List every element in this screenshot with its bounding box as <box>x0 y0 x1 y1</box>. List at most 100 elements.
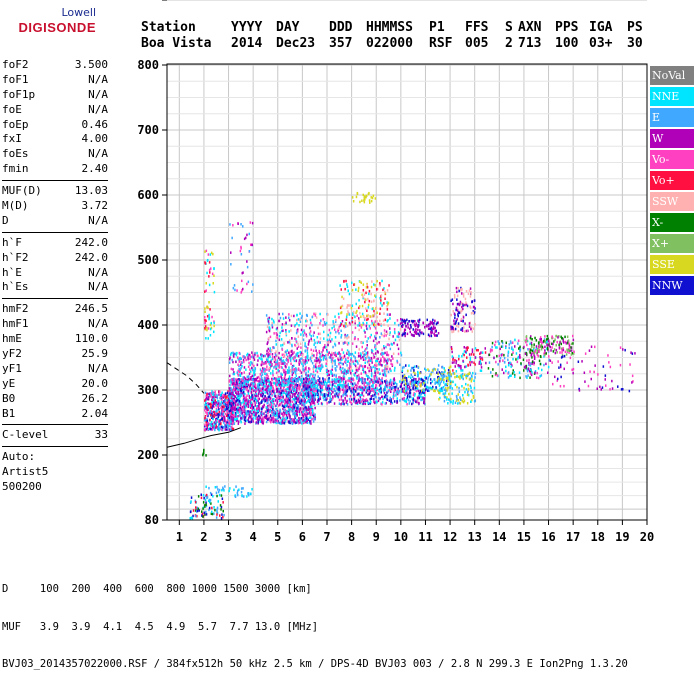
echo-point <box>305 421 307 424</box>
echo-point <box>274 382 276 385</box>
echo-point <box>308 343 310 346</box>
echo-point <box>330 332 332 335</box>
echo-point <box>336 365 338 368</box>
echo-point <box>285 351 287 354</box>
echo-point <box>406 380 408 383</box>
echo-point <box>299 392 301 395</box>
echo-point <box>342 384 344 387</box>
echo-point <box>352 370 354 373</box>
echo-point <box>331 358 333 361</box>
echo-point <box>265 400 267 403</box>
echo-point <box>227 419 229 422</box>
echo-point <box>308 408 310 411</box>
echo-point <box>275 366 277 369</box>
echo-point <box>393 395 395 398</box>
echo-point <box>288 313 290 316</box>
echo-point <box>287 357 289 360</box>
echo-point <box>423 382 425 385</box>
echo-point <box>309 333 311 336</box>
echo-point <box>465 298 467 301</box>
echo-point <box>415 378 417 381</box>
echo-point <box>293 378 295 381</box>
echo-point <box>204 409 206 412</box>
echo-point <box>278 378 280 381</box>
echo-point <box>387 366 389 369</box>
echo-point <box>422 397 424 400</box>
echo-point <box>354 338 356 341</box>
echo-point <box>385 368 387 371</box>
echo-point <box>447 383 449 386</box>
echo-point <box>428 390 430 393</box>
echo-point <box>334 378 336 381</box>
echo-point <box>329 392 331 395</box>
echo-point <box>230 387 232 390</box>
echo-point <box>285 405 287 408</box>
echo-point <box>289 415 291 418</box>
echo-point <box>229 423 231 426</box>
echo-point <box>292 374 294 377</box>
echo-point <box>408 399 410 402</box>
echo-point <box>359 312 361 315</box>
echo-point <box>289 404 291 407</box>
echo-point <box>264 355 266 358</box>
echo-point <box>352 321 354 324</box>
echo-point <box>365 348 367 351</box>
echo-point <box>245 416 247 419</box>
echo-point <box>258 384 260 387</box>
echo-point <box>260 358 262 361</box>
echo-point <box>260 412 262 415</box>
echo-point <box>301 389 303 392</box>
echo-point <box>323 399 325 402</box>
echo-point <box>454 376 456 379</box>
echo-point <box>235 361 237 364</box>
echo-point <box>369 290 371 293</box>
echo-point <box>388 358 390 361</box>
echo-point <box>307 400 309 403</box>
echo-point <box>310 395 312 398</box>
echo-point <box>239 374 241 377</box>
echo-point <box>356 196 358 199</box>
echo-point <box>250 396 252 399</box>
echo-point <box>397 344 399 347</box>
echo-point <box>216 410 218 413</box>
echo-point <box>444 375 446 378</box>
echo-point <box>390 348 392 351</box>
echo-point <box>299 312 301 315</box>
echo-point <box>443 386 445 389</box>
echo-point <box>249 405 251 408</box>
echo-point <box>451 331 453 334</box>
echo-point <box>316 357 318 360</box>
echo-point <box>285 316 287 319</box>
echo-point <box>403 387 405 390</box>
echo-point <box>473 396 475 399</box>
echo-point <box>236 417 238 420</box>
echo-point <box>239 400 241 403</box>
echo-point <box>471 375 473 378</box>
echo-point <box>338 359 340 362</box>
echo-point <box>350 359 352 362</box>
echo-point <box>457 313 459 316</box>
echo-point <box>343 280 345 283</box>
echo-point <box>324 393 326 396</box>
echo-point <box>443 379 445 382</box>
echo-point <box>329 356 331 359</box>
echo-point <box>350 395 352 398</box>
echo-point <box>222 408 224 411</box>
echo-point <box>306 361 308 364</box>
echo-point <box>357 401 359 404</box>
echo-point <box>462 394 464 397</box>
echo-point <box>248 390 250 393</box>
echo-point <box>309 400 311 403</box>
echo-point <box>223 406 225 409</box>
echo-point <box>472 392 474 395</box>
echo-point <box>429 328 431 331</box>
echo-point <box>456 386 458 389</box>
echo-point <box>462 304 464 307</box>
echo-point <box>261 408 263 411</box>
echo-point <box>362 387 364 390</box>
echo-point <box>328 351 330 354</box>
echo-point <box>308 374 310 377</box>
echo-point <box>315 366 317 369</box>
echo-point <box>218 393 220 396</box>
echo-point <box>405 390 407 393</box>
